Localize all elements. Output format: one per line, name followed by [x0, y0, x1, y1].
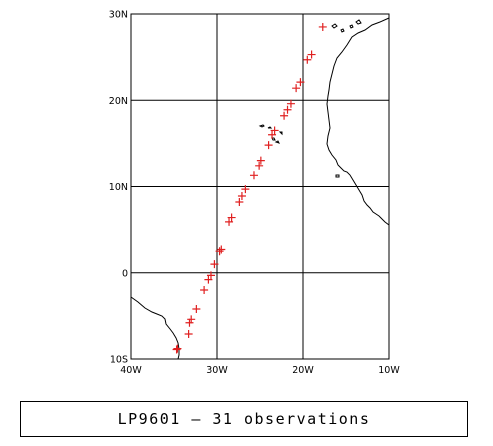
- observation-marker: [173, 344, 182, 353]
- observation-marker: [303, 55, 312, 64]
- observation-marker: [256, 156, 265, 165]
- canary-islands: [331, 19, 362, 33]
- y-tick-label: 0: [122, 268, 128, 279]
- caption-text: LP9601 — 31 observations: [117, 410, 371, 428]
- observation-marker: [192, 304, 201, 313]
- observation-marker: [184, 329, 193, 338]
- observation-marker: [307, 50, 316, 59]
- observation-marker: [286, 99, 295, 108]
- tick-labels: 40W 30W 20W 10W 10S 0 10N 20N 30N: [109, 10, 401, 377]
- caption-box: LP9601 — 31 observations: [20, 401, 468, 437]
- observation-marker: [280, 111, 289, 120]
- observation-marker: [241, 185, 250, 194]
- observation-marker: [255, 161, 264, 170]
- observation-marker: [268, 130, 277, 139]
- observation-marker: [172, 345, 181, 354]
- observation-marker: [204, 275, 213, 284]
- observation-marker: [283, 105, 292, 114]
- y-tick-label: 10S: [110, 355, 128, 366]
- coastlines: [130, 17, 390, 360]
- x-tick-label: 30W: [206, 365, 228, 376]
- x-tick-label: 40W: [120, 365, 142, 376]
- y-tick-label: 20N: [109, 96, 128, 107]
- grid-lines: [131, 14, 389, 359]
- coastline-south-america: [130, 296, 180, 360]
- y-tick-label: 10N: [109, 182, 128, 193]
- observation-marker: [217, 245, 226, 254]
- coastline-africa: [326, 17, 390, 226]
- observation-marker: [206, 271, 215, 280]
- observation-marker: [187, 315, 196, 324]
- observation-marker: [270, 126, 279, 135]
- observation-marker: [318, 22, 327, 31]
- observation-marker: [210, 260, 219, 269]
- observation-marker: [200, 286, 209, 294]
- observation-marker: [292, 84, 301, 93]
- observation-marker: [185, 318, 194, 327]
- bijagos-islands: [335, 174, 340, 178]
- cape-verde-islands: [258, 124, 283, 144]
- observation-marker: [235, 198, 244, 207]
- observation-marker: [237, 191, 246, 200]
- observation-marker: [264, 141, 273, 150]
- x-tick-label: 20W: [292, 365, 314, 376]
- observation-markers: [172, 22, 327, 354]
- observation-marker: [225, 217, 234, 226]
- y-tick-label: 30N: [109, 10, 128, 21]
- x-tick-label: 10W: [378, 365, 400, 376]
- observation-marker: [215, 247, 224, 256]
- observation-marker: [227, 213, 236, 222]
- observation-marker: [249, 171, 258, 180]
- observation-marker: [296, 78, 305, 87]
